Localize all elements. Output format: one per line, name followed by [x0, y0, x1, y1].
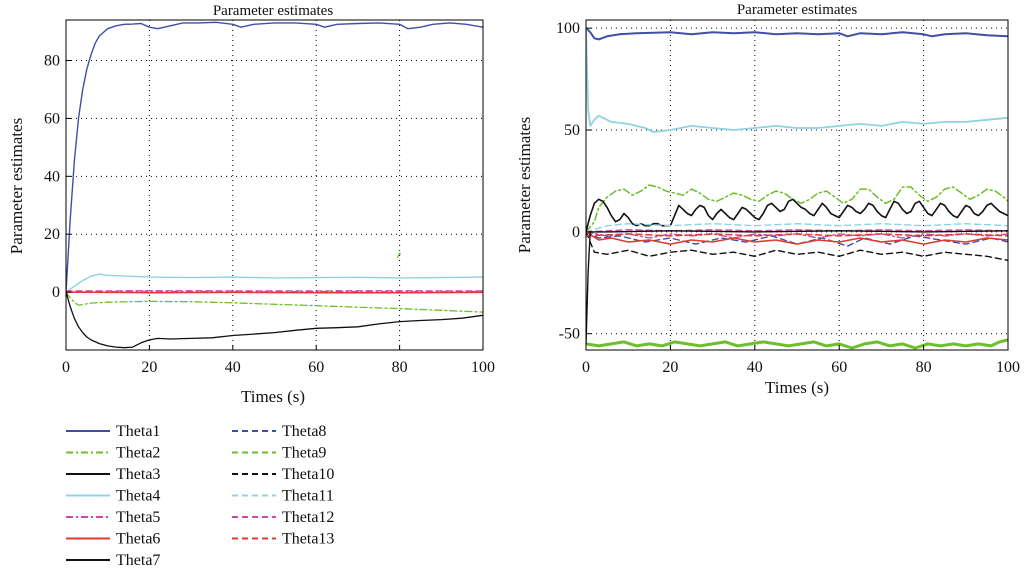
y-axis-label: Parameter estimates — [7, 118, 26, 254]
x-tick-label: 0 — [582, 359, 590, 376]
y-axis-label: Parameter estimates — [515, 117, 534, 253]
chart-title: Parameter estimates — [737, 2, 858, 18]
legend-item-theta9: Theta9 — [232, 445, 326, 462]
x-tick-label: 80 — [392, 359, 408, 376]
legend-label: Theta1 — [116, 423, 160, 440]
legend-item-theta10: Theta10 — [232, 466, 334, 483]
x-tick-label: 20 — [662, 359, 678, 376]
x-tick-label: 100 — [471, 359, 495, 376]
series-line-theta1 — [586, 27, 1008, 41]
series-line-theta4 — [586, 27, 1008, 133]
legend-item-theta13: Theta13 — [232, 531, 334, 548]
x-tick-label: 80 — [916, 359, 932, 376]
chart-right: Parameter estimates 0 20 40 60 80 100-5005010… — [515, 2, 1020, 397]
legend-label: Theta8 — [282, 423, 326, 440]
x-tick-label: 60 — [308, 359, 324, 376]
x-tick-label: 20 — [141, 359, 157, 376]
legend-item-theta4: Theta4 — [66, 488, 160, 505]
legend-item-theta2: Theta2 — [66, 445, 160, 462]
x-tick-label: 0 — [62, 359, 70, 376]
series-line-theta2 — [586, 184, 1008, 233]
legend-label: Theta4 — [116, 488, 160, 505]
y-tick-label: 60 — [44, 110, 60, 127]
x-tick-label: 60 — [831, 359, 847, 376]
y-tick-label: 40 — [44, 168, 60, 185]
y-tick-label: 0 — [52, 284, 60, 301]
legend-label: Theta9 — [282, 445, 326, 462]
legend-label: Theta2 — [116, 445, 160, 462]
y-tick-label: 100 — [556, 20, 580, 37]
y-tick-label: 20 — [44, 226, 60, 243]
grid-lines — [586, 20, 1008, 350]
x-tick-label: 40 — [747, 359, 763, 376]
series-line-theta2 — [66, 291, 483, 313]
series-line-theta1 — [66, 21, 483, 293]
legend-item-theta3: Theta3 — [66, 466, 160, 483]
series-line-theta4 — [66, 273, 483, 293]
series-line-theta6 — [586, 231, 1008, 245]
legend-label: Theta13 — [282, 531, 334, 548]
series-line-theta11 — [586, 223, 1008, 233]
legend-label: Theta7 — [116, 552, 160, 569]
legend-label: Theta10 — [282, 466, 334, 483]
series-line-theta13 — [586, 233, 1008, 237]
legend-label: Theta3 — [116, 466, 160, 483]
x-axis-label: Times (s) — [241, 387, 305, 406]
x-tick-label: 100 — [996, 359, 1020, 376]
plot-frame — [65, 19, 484, 351]
y-tick-label: 50 — [564, 122, 580, 139]
legend-item-theta11: Theta11 — [232, 488, 334, 505]
series-line-theta5 — [66, 290, 483, 293]
legend-item-theta8: Theta8 — [232, 423, 326, 440]
plot-frame — [585, 19, 1009, 351]
legend-item-theta6: Theta6 — [66, 531, 160, 548]
x-tick-label: 40 — [225, 359, 241, 376]
legend-label: Theta11 — [282, 488, 334, 505]
series-group — [66, 21, 483, 349]
legend-item-theta5: Theta5 — [66, 509, 160, 526]
series-line-theta3 — [66, 291, 483, 349]
grid-lines — [66, 20, 483, 350]
series-line-theta7 — [586, 230, 1008, 345]
legend-item-theta12: Theta12 — [232, 509, 334, 526]
legend: Theta1 Theta2 Theta3 Theta4 Theta5 Theta6 Thet… — [66, 423, 334, 569]
legend-label: Theta5 — [116, 509, 160, 526]
axis-ticks: 0 20 40 60 80 100 0 20 40 60 80 — [44, 53, 495, 376]
x-axis-label: Times (s) — [765, 378, 829, 397]
y-tick-label: 0 — [572, 224, 580, 241]
y-tick-label: -50 — [559, 326, 580, 343]
series-group — [586, 27, 1008, 350]
chart-left: Parameter estimates 0 20 40 60 80 100 0 20 40 60 8… — [7, 3, 495, 406]
legend-label: Theta6 — [116, 531, 160, 548]
legend-item-theta1: Theta1 — [66, 423, 160, 440]
series-line-theta3 — [586, 198, 1008, 233]
series-line-theta9 — [586, 338, 1008, 350]
series-line-theta6 — [66, 291, 483, 294]
legend-label: Theta12 — [282, 509, 334, 526]
series-line-theta8 — [586, 231, 1008, 247]
series-line-theta9 — [396, 252, 403, 258]
chart-title: Parameter estimates — [213, 3, 334, 19]
y-tick-label: 80 — [44, 53, 60, 70]
legend-item-theta7: Theta7 — [66, 552, 160, 569]
